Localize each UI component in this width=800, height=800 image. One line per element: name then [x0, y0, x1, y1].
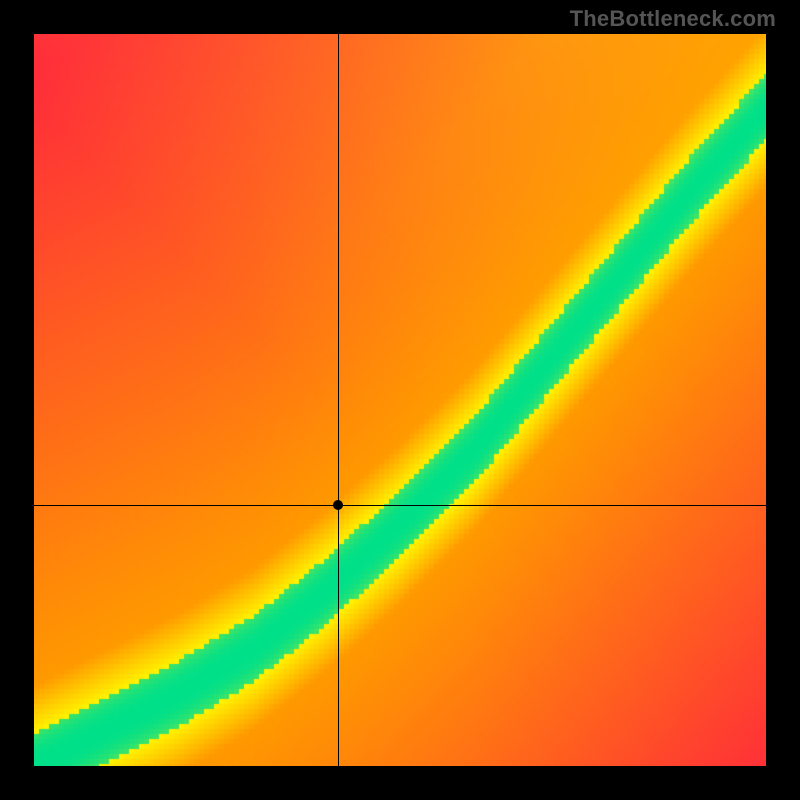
watermark-text: TheBottleneck.com: [570, 6, 776, 32]
plot-area: [34, 34, 766, 766]
crosshair-marker: [333, 500, 343, 510]
heatmap-canvas: [34, 34, 766, 766]
crosshair-vertical: [338, 34, 339, 766]
crosshair-horizontal: [34, 505, 766, 506]
